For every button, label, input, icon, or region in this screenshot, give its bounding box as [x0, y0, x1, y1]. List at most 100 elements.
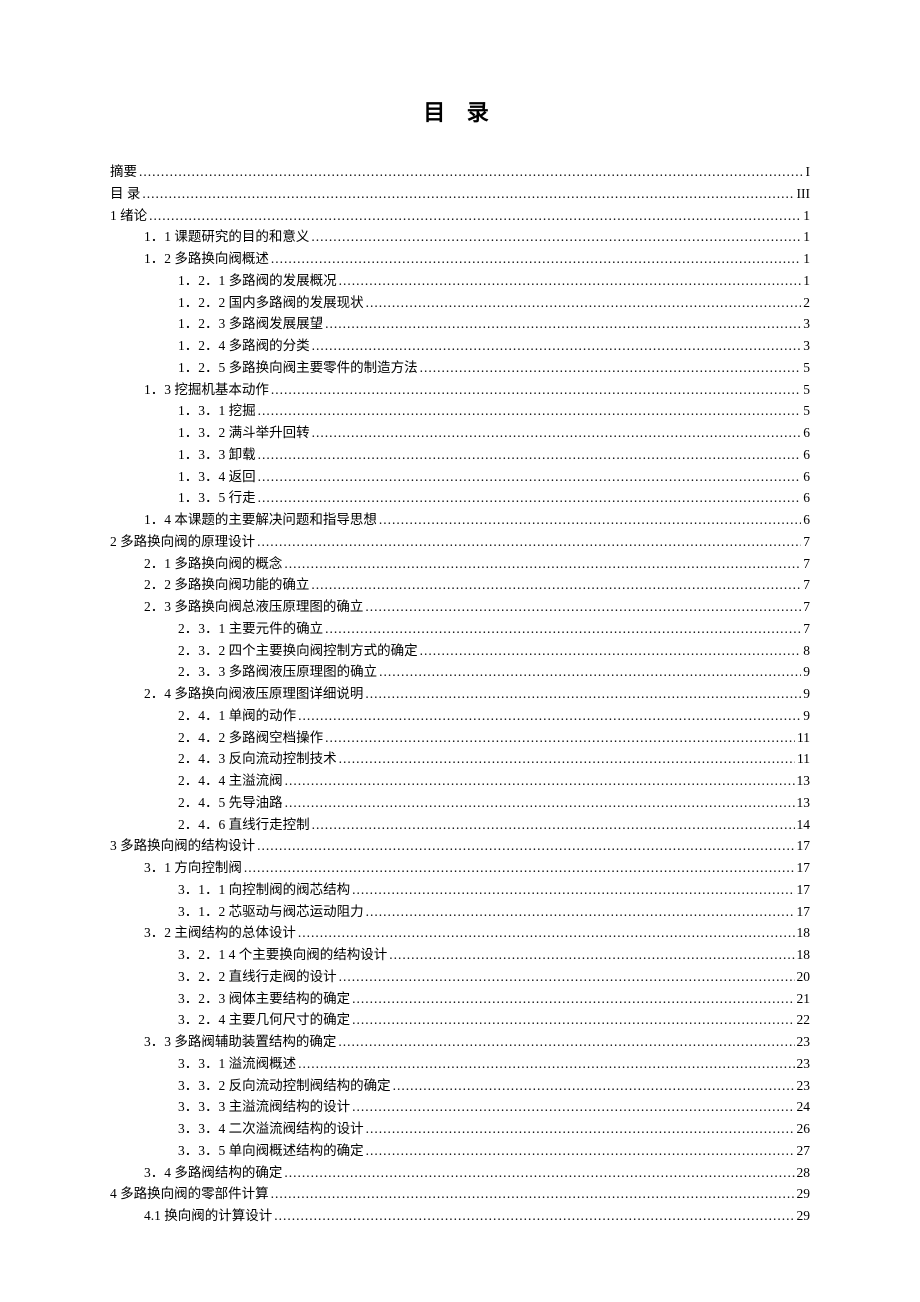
toc-entry: 3．2．4 主要几何尺寸的确定22 [110, 1010, 810, 1030]
toc-leader-dots [257, 532, 801, 552]
toc-page-number: 17 [797, 880, 811, 900]
toc-page-number: 18 [797, 923, 811, 943]
toc-page-number: 7 [803, 619, 810, 639]
toc-leader-dots [366, 1119, 795, 1139]
toc-label: 1．1 课题研究的目的和意义 [144, 227, 309, 247]
toc-entry: 1．2．2 国内多路阀的发展现状2 [110, 293, 810, 313]
toc-entry: 1．4 本课题的主要解决问题和指导思想 6 [110, 510, 810, 530]
toc-leader-dots [366, 1141, 795, 1161]
toc-leader-dots [339, 967, 795, 987]
toc-entry: 2．3 多路换向阀总液压原理图的确立7 [110, 597, 810, 617]
toc-leader-dots [312, 423, 802, 443]
toc-leader-dots [298, 706, 801, 726]
toc-entry: 2．4．1 单阀的动作9 [110, 706, 810, 726]
toc-page-number: 1 [803, 206, 810, 226]
toc-entry: 3．2．1 4 个主要换向阀的结构设计18 [110, 945, 810, 965]
toc-page-number: III [797, 184, 811, 204]
toc-label: 3．1．2 芯驱动与阀芯运动阻力 [178, 902, 364, 922]
toc-page-number: 6 [803, 488, 810, 508]
toc-page-number: 5 [803, 358, 810, 378]
toc-label: 1．2 多路换向阀概述 [144, 249, 269, 269]
toc-leader-dots [325, 314, 801, 334]
toc-page-number: 11 [797, 749, 810, 769]
toc-page-number: 6 [803, 467, 810, 487]
toc-entry: 2．3．2 四个主要换向阀控制方式的确定 8 [110, 641, 810, 661]
toc-leader-dots [352, 880, 794, 900]
toc-entry: 2．3．3 多路阀液压原理图的确立9 [110, 662, 810, 682]
toc-leader-dots [258, 467, 802, 487]
toc-label: 1．2．5 多路换向阀主要零件的制造方法 [178, 358, 418, 378]
toc-entry: 1．2．1 多路阀的发展概况1 [110, 271, 810, 291]
toc-page-number: 6 [803, 510, 810, 530]
toc-page-number: 6 [803, 423, 810, 443]
toc-leader-dots [339, 749, 795, 769]
toc-label: 3．3．3 主溢流阀结构的设计 [178, 1097, 350, 1117]
toc-leader-dots [312, 815, 795, 835]
toc-leader-dots [366, 293, 802, 313]
toc-entry: 3．1．2 芯驱动与阀芯运动阻力17 [110, 902, 810, 922]
toc-label: 2．4．6 直线行走控制 [178, 815, 310, 835]
toc-entry: 3．2．2 直线行走阀的设计20 [110, 967, 810, 987]
toc-label: 2．3．2 四个主要换向阀控制方式的确定 [178, 641, 418, 661]
toc-leader-dots [139, 162, 804, 182]
toc-page-number: 5 [803, 380, 810, 400]
toc-label: 3．3．2 反向流动控制阀结构的确定 [178, 1076, 391, 1096]
toc-leader-dots [271, 380, 801, 400]
toc-label: 1．3．5 行走 [178, 488, 256, 508]
toc-page-number: 6 [803, 445, 810, 465]
toc-label: 3．3．4 二次溢流阀结构的设计 [178, 1119, 364, 1139]
toc-label: 2．4 多路换向阀液压原理图详细说明 [144, 684, 363, 704]
toc-label: 3．3．5 单向阀概述结构的确定 [178, 1141, 364, 1161]
toc-label: 1．3．3 卸载 [178, 445, 256, 465]
toc-label: 1．4 本课题的主要解决问题和指导思想 [144, 510, 377, 530]
toc-entry: 2．1 多路换向阀的概念7 [110, 554, 810, 574]
toc-label: 3．2．3 阀体主要结构的确定 [178, 989, 350, 1009]
toc-entry: 1．3．2 满斗举升回转 6 [110, 423, 810, 443]
toc-leader-dots [142, 184, 794, 204]
toc-page-number: 22 [797, 1010, 811, 1030]
toc-entry: 2．3．1 主要元件的确立 7 [110, 619, 810, 639]
toc-entry: 3．3．1 溢流阀概述 23 [110, 1054, 810, 1074]
toc-leader-dots [298, 923, 795, 943]
toc-label: 1．3．2 满斗举升回转 [178, 423, 310, 443]
toc-label: 1．3．1 挖掘 [178, 401, 256, 421]
toc-leader-dots [258, 401, 802, 421]
toc-label: 2．3 多路换向阀总液压原理图的确立 [144, 597, 363, 617]
page-title: 目 录 [110, 95, 810, 127]
toc-leader-dots [271, 249, 801, 269]
toc-leader-dots [389, 945, 794, 965]
toc-entry: 1．1 课题研究的目的和意义1 [110, 227, 810, 247]
toc-entry: 3．1 方向控制阀17 [110, 858, 810, 878]
toc-page-number: 17 [797, 836, 811, 856]
toc-leader-dots [285, 793, 795, 813]
toc-page-number: 29 [797, 1206, 811, 1226]
toc-leader-dots [285, 771, 795, 791]
toc-label: 2．4．1 单阀的动作 [178, 706, 296, 726]
toc-page-number: 23 [797, 1076, 811, 1096]
toc-entry: 1．2 多路换向阀概述1 [110, 249, 810, 269]
toc-page-number: 23 [797, 1054, 811, 1074]
toc-page-number: 24 [797, 1097, 811, 1117]
toc-label: 2．3．1 主要元件的确立 [178, 619, 323, 639]
toc-entry: 3．3．3 主溢流阀结构的设计 24 [110, 1097, 810, 1117]
toc-label: 3．3．1 溢流阀概述 [178, 1054, 296, 1074]
toc-leader-dots [393, 1076, 795, 1096]
toc-label: 3．2．2 直线行走阀的设计 [178, 967, 337, 987]
toc-page-number: 8 [803, 641, 810, 661]
toc-label: 2．4．3 反向流动控制技术 [178, 749, 337, 769]
toc-label: 2．4．5 先导油路 [178, 793, 283, 813]
toc-leader-dots [365, 684, 801, 704]
toc-page-number: 28 [797, 1163, 811, 1183]
toc-label: 3．3 多路阀辅助装置结构的确定 [144, 1032, 336, 1052]
toc-leader-dots [271, 1184, 795, 1204]
toc-label: 2．1 多路换向阀的概念 [144, 554, 282, 574]
toc-entry: 1 绪论1 [110, 206, 810, 226]
toc-leader-dots [379, 510, 801, 530]
toc-page-number: 2 [803, 293, 810, 313]
toc-entry: 3．1．1 向控制阀的阀芯结构17 [110, 880, 810, 900]
toc-entry: 2．4．2 多路阀空档操作11 [110, 728, 810, 748]
toc-label: 1．2．4 多路阀的分类 [178, 336, 310, 356]
toc-entry: 3 多路换向阀的结构设计17 [110, 836, 810, 856]
toc-page-number: 9 [803, 662, 810, 682]
toc-entry: 目 录III [110, 184, 810, 204]
